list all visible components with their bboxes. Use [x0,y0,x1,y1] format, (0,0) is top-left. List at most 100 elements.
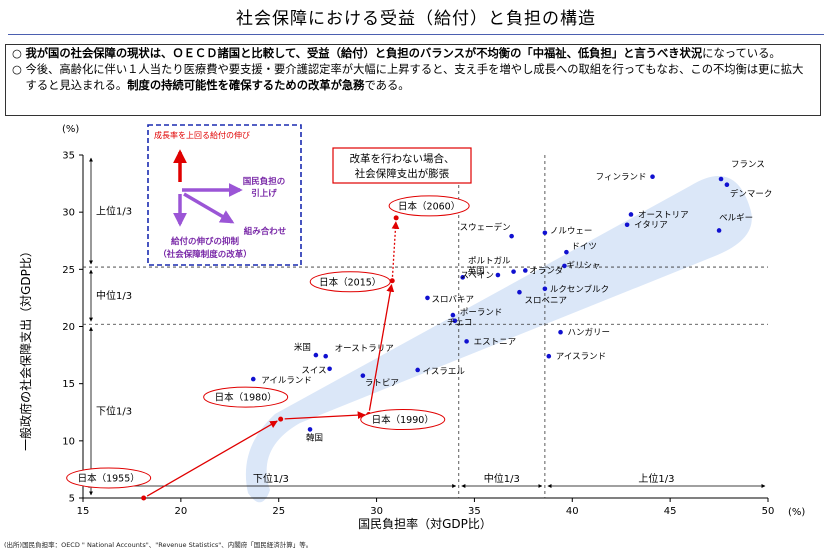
country-point [250,376,256,382]
y-tick-label: 35 [62,151,75,162]
inset-diagram: 成長率を上回る給付の伸び 国民負担の 引上げ 組み合わせ 給付の伸びの抑制 （社… [147,124,302,266]
country-point [542,230,548,236]
country-point [718,176,724,182]
trend-band [245,175,752,503]
country-label: スペイン [461,271,494,281]
x-tick-label: 25 [272,506,285,517]
country-point [511,269,516,274]
x-axis-unit: (%) [788,507,805,518]
x-tercile-label: 上位1/3 [638,472,674,485]
page-title: 社会保障における受益（給付）と負担の構造 [236,9,596,29]
japan-trajectory: 日本（1955） 日本（1980） 日本（1990） 日本（2015） 日本（2060） [66,195,470,501]
country-label: ノルウェー [550,227,593,237]
y-tercile-label: 下位1/3 [96,405,132,418]
country-point [495,272,501,278]
y-tick-label: 10 [62,436,75,447]
y-tick-label: 20 [62,322,75,333]
japan-label: 日本（1990） [372,414,434,426]
country-label: スロベニア [524,296,567,306]
country-label: フィンランド [596,173,647,183]
country-point [650,174,655,180]
japan-point [393,215,399,221]
x-tick-label: 35 [468,506,481,517]
bullet: ○ [12,63,26,76]
x-tick-label: 30 [370,506,383,517]
country-label: アイルランド [261,376,312,386]
country-point [562,263,567,269]
country-label: スイス [301,366,326,376]
summary-text: 受益（給付）と負担のバランスが不均衡の「中福祉、低負担」と言うべき状況 [306,47,703,60]
country-point [452,318,458,324]
japan-point [389,278,395,284]
projection-callout: 改革を行わない場合、 社会保障支出が膨張 [332,147,472,184]
inset-down-label-2: （社会保障制度の改革） [158,249,252,260]
japan-label-ellipse [360,409,446,431]
y-tick-label: 30 [62,208,75,219]
y-tick-label: 15 [62,379,75,390]
country-label: ドイツ [571,242,597,252]
summary-text: になっている。 [702,47,781,60]
country-label: ポルトガル [468,256,511,267]
japan-label: 日本（1955） [78,473,140,485]
country-label: オーストリア [638,210,689,220]
tercile-guides: 下位1/3 中位1/3 上位1/3 上位1/3 中位1/3 下位1/3 [83,155,768,498]
japan-segment [284,411,366,420]
y-tick-label: 25 [62,265,75,276]
country-label: ハンガリー [568,327,611,338]
country-point [517,289,522,295]
japan-label-ellipse [203,386,289,408]
country-point [724,182,730,188]
country-point [564,249,569,255]
x-tick-label: 20 [174,506,187,517]
japan-label: 日本（1980） [215,392,277,404]
country-point [464,339,469,344]
country-label: スロバキア [431,295,474,305]
y-tercile-label: 上位1/3 [96,205,132,218]
japan-point [141,495,147,501]
summary-paragraph-1: ○ 我が国の社会保障の現状は、ＯＥＣＤ諸国と比較して、受益（給付）と負担のバラン… [12,46,814,62]
bullet: ○ [12,47,26,60]
country-label: スウェーデン [460,222,511,233]
country-point [313,352,319,358]
inset-down-label-1: 給付の伸びの抑制 [171,236,240,247]
x-tercile-label: 下位1/3 [253,472,289,485]
callout-line-2: 社会保障支出が膨張 [355,167,450,180]
inset-diag-label: 組み合わせ [244,226,287,237]
summary-paragraph-2: ○ 今後、高齢化に伴い１人当たり医療費や要支援・要介護認定率が大幅に上昇すると、… [12,62,814,94]
y-tercile-label: 中位1/3 [96,289,132,302]
country-label: エストニア [474,337,517,347]
country-point [460,275,465,280]
inset-title: 成長率を上回る給付の伸び [154,130,250,140]
scatter-chart: 15 20 25 30 35 40 45 50 5 10 15 20 25 30 35 下位1/3 中位1/3… [18,124,805,531]
japan-label-ellipse [309,271,391,293]
y-axis-unit: (%) [62,124,79,135]
japan-label: 日本（2015） [319,276,381,288]
country-label: ラトビア [365,379,399,389]
source-note: (出所)国民負担率：OECD " National Accounts"、"Rev… [4,541,313,549]
country-point [307,427,313,432]
inset-right-label-1: 国民負担の [243,176,286,187]
x-tick-label: 50 [762,506,775,517]
inset-border [147,124,302,266]
x-axis-title: 国民負担率（対GDP比） [358,516,492,531]
x-tercile-label: 中位1/3 [484,472,520,485]
japan-segment [146,420,278,497]
country-point [628,212,634,217]
country-point [360,373,366,378]
y-axis-title: 一般政府の社会保障支出（対GDP比） [18,245,33,451]
x-tick-label: 45 [664,506,677,517]
country-label: デンマーク [730,189,773,200]
country-label: ポーランド [460,308,503,318]
country-point [450,312,456,318]
country-point [327,366,332,372]
summary-text: 今後、高齢化に伴い１人当たり医療費や要支援・要介護認定率が大幅に上昇すると、支え… [25,63,804,92]
country-label: ベルギー [719,213,753,223]
summary-text: 制度の持続可能性を確保するための改革が急務 [127,79,365,92]
japan-point [278,416,284,422]
country-label: アイスランド [556,352,606,362]
country-point [323,353,328,359]
country-label: オーストラリア [335,344,394,354]
country-label: 米国 [294,342,311,353]
summary-text: 我が国の社会保障の現状は、ＯＥＣＤ諸国と比較して、 [25,47,307,60]
